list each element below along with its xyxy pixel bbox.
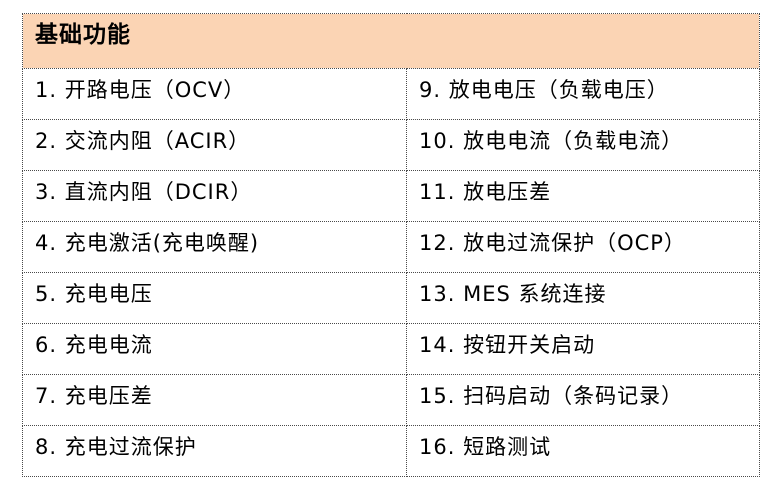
table-row: 1. 开路电压（OCV） 9. 放电电压（负载电压） — [22, 68, 760, 120]
table-cell-item-16: 16. 短路测试 — [406, 425, 760, 477]
table-cell-item-7: 7. 充电压差 — [22, 374, 407, 426]
table-header-row: 基础功能 — [22, 13, 760, 69]
table-row: 6. 充电电流 14. 按钮开关启动 — [22, 323, 760, 375]
table-cell-item-9: 9. 放电电压（负载电压） — [406, 68, 760, 120]
table-row: 7. 充电压差 15. 扫码启动（条码记录） — [22, 374, 760, 426]
table-row: 4. 充电激活(充电唤醒) 12. 放电过流保护（OCP） — [22, 221, 760, 273]
basic-functions-table: 基础功能 1. 开路电压（OCV） 9. 放电电压（负载电压） 2. 交流内阻（… — [22, 13, 760, 477]
table-cell-item-10: 10. 放电电流（负载电流） — [406, 119, 760, 171]
table-cell-item-8: 8. 充电过流保护 — [22, 425, 407, 477]
table-row: 3. 直流内阻（DCIR） 11. 放电压差 — [22, 170, 760, 222]
table-cell-item-14: 14. 按钮开关启动 — [406, 323, 760, 375]
table-cell-item-3: 3. 直流内阻（DCIR） — [22, 170, 407, 222]
table-cell-item-13: 13. MES 系统连接 — [406, 272, 760, 324]
table-cell-item-1: 1. 开路电压（OCV） — [22, 68, 407, 120]
table-cell-item-4: 4. 充电激活(充电唤醒) — [22, 221, 407, 273]
table-header-title: 基础功能 — [22, 13, 760, 69]
table-row: 5. 充电电压 13. MES 系统连接 — [22, 272, 760, 324]
table-cell-item-2: 2. 交流内阻（ACIR） — [22, 119, 407, 171]
table-cell-item-12: 12. 放电过流保护（OCP） — [406, 221, 760, 273]
table-row: 8. 充电过流保护 16. 短路测试 — [22, 425, 760, 477]
table-cell-item-15: 15. 扫码启动（条码记录） — [406, 374, 760, 426]
table-row: 2. 交流内阻（ACIR） 10. 放电电流（负载电流） — [22, 119, 760, 171]
table-cell-item-6: 6. 充电电流 — [22, 323, 407, 375]
table-cell-item-11: 11. 放电压差 — [406, 170, 760, 222]
table-cell-item-5: 5. 充电电压 — [22, 272, 407, 324]
